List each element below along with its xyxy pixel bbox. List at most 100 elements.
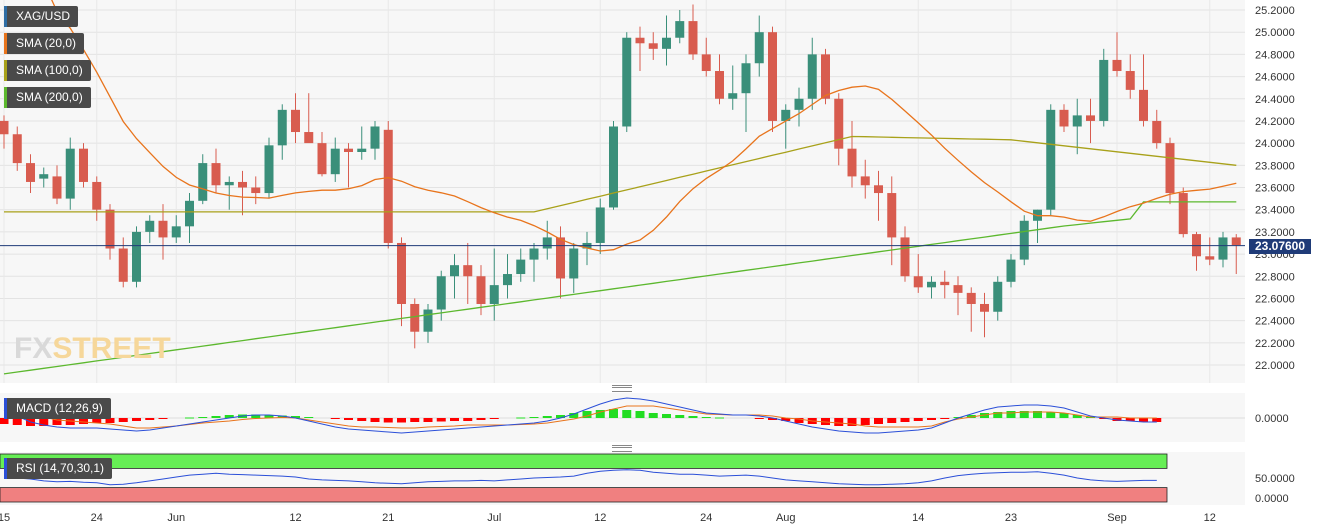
- pane-resize-handle[interactable]: [612, 445, 632, 452]
- macd-histogram-bar: [291, 416, 300, 418]
- macd-histogram-bar: [913, 418, 923, 421]
- time-tick-label: Jul: [487, 512, 501, 524]
- candle-body: [1125, 71, 1135, 90]
- candle-body: [516, 259, 526, 275]
- macd-histogram-bar: [609, 409, 618, 418]
- candle-body: [357, 148, 367, 152]
- macd-histogram-bar: [52, 418, 62, 425]
- macd-histogram-bar: [768, 418, 777, 420]
- candle-body: [383, 129, 393, 243]
- time-tick-label: 24: [700, 512, 712, 524]
- macd-histogram-bar: [847, 418, 857, 426]
- legend-macd[interactable]: MACD (12,26,9): [4, 398, 111, 419]
- rsi-overbought-band: [0, 453, 1168, 469]
- legend-label: RSI (14,70,30,1): [16, 461, 105, 475]
- rsi-pane[interactable]: [0, 452, 1245, 505]
- macd-histogram-bar: [662, 414, 671, 418]
- macd-histogram-bar: [569, 413, 579, 418]
- candle-body: [304, 132, 314, 144]
- macd-histogram-bar: [383, 418, 393, 423]
- macd-histogram-bar: [423, 418, 433, 422]
- candle-body: [132, 231, 141, 282]
- macd-pane[interactable]: [0, 393, 1245, 442]
- candle-body: [12, 134, 22, 164]
- candle-body: [291, 109, 300, 133]
- candle-body: [569, 248, 579, 279]
- legend-sma100[interactable]: SMA (100,0): [4, 60, 91, 81]
- candle-body: [476, 276, 486, 304]
- legend-sma200[interactable]: SMA (200,0): [4, 87, 91, 108]
- macd-histogram-bar: [595, 410, 605, 418]
- macd-histogram-bar: [622, 410, 632, 418]
- candle-body: [450, 265, 459, 277]
- candle-body: [277, 109, 287, 146]
- macd-histogram-bar: [1059, 413, 1069, 418]
- time-tick-label: 21: [382, 512, 394, 524]
- macd-histogram-bar: [900, 418, 910, 422]
- candle-body: [344, 148, 353, 152]
- candle-body: [860, 176, 870, 186]
- candle-body: [1178, 193, 1188, 235]
- rsi-oversold-band: [0, 487, 1168, 503]
- rsi-tick-label: 0.0000: [1255, 493, 1289, 505]
- rsi-line: [3, 469, 1157, 486]
- candle-body: [940, 281, 950, 286]
- macd-histogram-bar: [65, 418, 75, 425]
- candle-body: [847, 148, 857, 177]
- macd-histogram-bar: [887, 418, 897, 423]
- macd-histogram-bar: [304, 417, 314, 418]
- candle-body: [662, 37, 671, 49]
- macd-histogram-bar: [436, 418, 446, 422]
- sma100-line: [4, 135, 1237, 213]
- candle-body: [65, 148, 75, 199]
- candle-body: [966, 292, 976, 304]
- candle-body: [874, 185, 883, 194]
- candle-body: [370, 126, 380, 149]
- candle-body: [1152, 120, 1162, 144]
- candle-body: [0, 120, 9, 135]
- candle-body: [900, 237, 910, 277]
- candle-body: [807, 54, 817, 99]
- macd-histogram-bar: [344, 418, 353, 420]
- macd-histogram-bar: [450, 418, 459, 421]
- candle-body: [1165, 143, 1175, 194]
- macd-histogram-bar: [370, 418, 380, 422]
- legend-sma20[interactable]: SMA (20,0): [4, 33, 85, 54]
- macd-histogram-bar: [860, 418, 870, 425]
- candle-body: [821, 54, 830, 99]
- time-tick-label: 24: [91, 512, 103, 524]
- macd-histogram-bar: [1019, 411, 1029, 418]
- macd-histogram-bar: [834, 418, 844, 426]
- price-chart-pane[interactable]: FXSTREET: [0, 0, 1245, 383]
- macd-histogram-bar: [39, 418, 49, 426]
- candle-body: [529, 248, 539, 260]
- legend-rsi[interactable]: RSI (14,70,30,1): [4, 458, 113, 479]
- candle-body: [1086, 115, 1095, 121]
- price-tick-label: 22.6000: [1255, 293, 1295, 305]
- macd-histogram-bar: [688, 416, 698, 418]
- rsi-tick-label: 50.0000: [1255, 473, 1295, 485]
- macd-histogram-bar: [224, 415, 234, 418]
- time-tick-label: Jun: [167, 512, 185, 524]
- legend-xagusd[interactable]: XAG/USD: [4, 6, 79, 27]
- price-chart-canvas[interactable]: [0, 0, 1245, 383]
- candle-body: [542, 237, 552, 249]
- macd-canvas[interactable]: [0, 393, 1245, 442]
- fxstreet-logo: FXSTREET: [14, 332, 171, 366]
- macd-histogram-bar: [1046, 412, 1056, 418]
- macd-histogram-bar: [185, 417, 194, 419]
- candle-body: [330, 148, 340, 175]
- candle-body: [980, 303, 989, 312]
- macd-histogram-bar: [330, 418, 340, 419]
- price-tick-label: 23.6000: [1255, 183, 1295, 195]
- macd-histogram-bar: [357, 418, 367, 421]
- pane-resize-handle[interactable]: [612, 385, 632, 392]
- rsi-canvas[interactable]: [0, 452, 1245, 505]
- candle-body: [423, 309, 433, 332]
- candle-body: [171, 226, 181, 238]
- macd-histogram-bar: [158, 418, 168, 419]
- candle-body: [635, 37, 645, 44]
- candle-body: [622, 37, 632, 127]
- macd-histogram-bar: [927, 418, 936, 420]
- macd-histogram-bar: [542, 416, 552, 418]
